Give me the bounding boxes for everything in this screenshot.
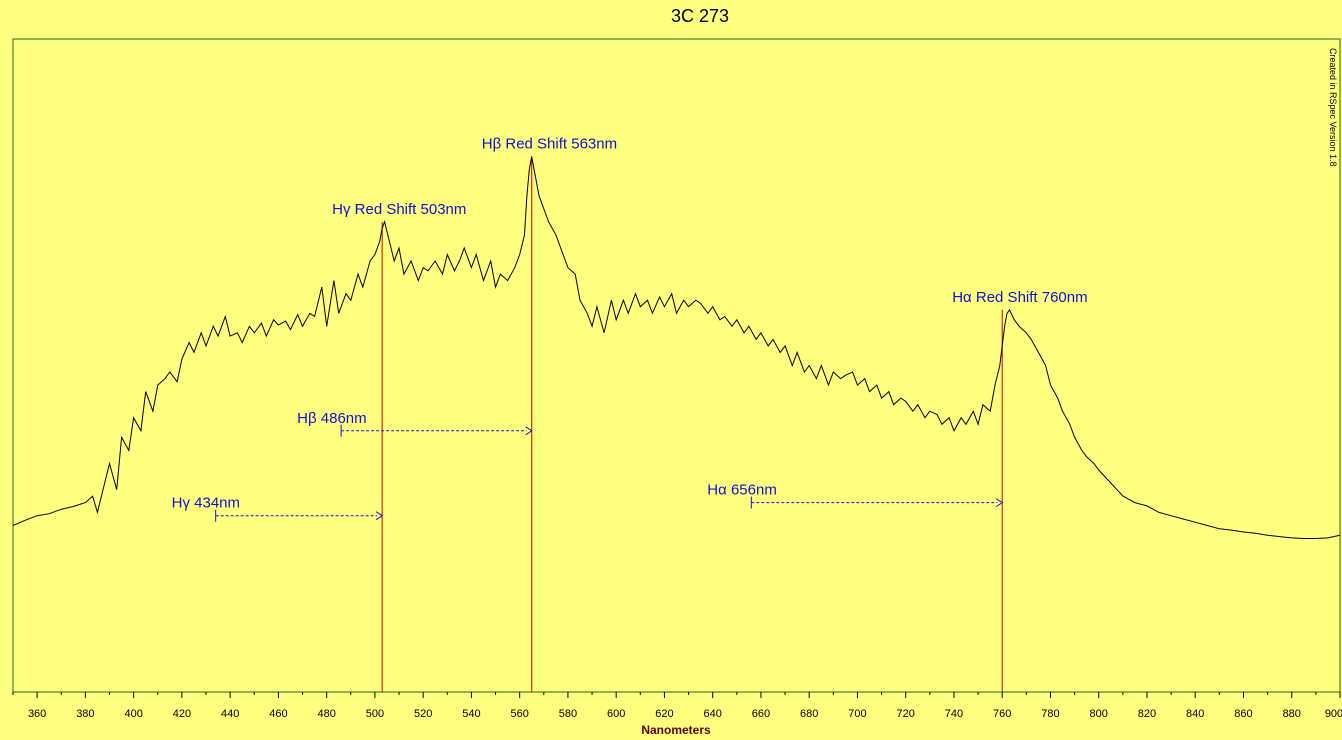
x-tick-label: 540 xyxy=(462,708,480,720)
x-tick-label: 660 xyxy=(752,708,770,720)
x-tick-label: 840 xyxy=(1186,708,1204,720)
rest-wavelength-label: Hα 656nm xyxy=(707,482,777,499)
x-tick-label: 860 xyxy=(1234,708,1252,720)
x-tick-label: 580 xyxy=(559,708,577,720)
x-tick-label: 600 xyxy=(607,708,625,720)
chart-title: 3C 273 xyxy=(671,6,729,26)
x-tick-label: 460 xyxy=(269,708,287,720)
x-tick-label: 560 xyxy=(510,708,528,720)
redshift-label: Hγ Red Shift 503nm xyxy=(332,201,466,218)
x-tick-label: 680 xyxy=(800,708,818,720)
x-tick-label: 440 xyxy=(221,708,239,720)
x-axis-label: Nanometers xyxy=(641,723,711,737)
redshift-label: Hα Red Shift 760nm xyxy=(952,289,1087,306)
x-tick-label: 520 xyxy=(414,708,432,720)
rest-wavelength-label: Hβ 486nm xyxy=(297,410,367,427)
x-tick-label: 780 xyxy=(1041,708,1059,720)
shift-arrow-head xyxy=(375,511,384,521)
shift-arrow-head xyxy=(995,498,1004,508)
x-tick-label: 800 xyxy=(1090,708,1108,720)
x-tick-label: 900 xyxy=(1325,708,1342,720)
spectrum-line xyxy=(12,156,1341,539)
x-tick-label: 740 xyxy=(945,708,963,720)
x-tick-label: 700 xyxy=(848,708,866,720)
x-tick-label: 820 xyxy=(1138,708,1156,720)
x-tick-label: 420 xyxy=(173,708,191,720)
software-credit: Created in RSpec Version 1.8 xyxy=(1328,48,1338,167)
x-tick-label: 720 xyxy=(897,708,915,720)
x-tick-label: 400 xyxy=(124,708,142,720)
x-tick-label: 640 xyxy=(704,708,722,720)
rest-wavelength-label: Hγ 434nm xyxy=(172,495,240,512)
x-tick-label: 500 xyxy=(366,708,384,720)
x-tick-label: 620 xyxy=(655,708,673,720)
x-tick-label: 480 xyxy=(317,708,335,720)
plot-frame xyxy=(12,38,1341,693)
x-tick-label: 880 xyxy=(1283,708,1301,720)
x-tick-label: 360 xyxy=(28,708,46,720)
x-tick-label: 760 xyxy=(993,708,1011,720)
redshift-label: Hβ Red Shift 563nm xyxy=(482,136,617,153)
shift-arrow-head xyxy=(525,426,533,436)
x-tick-label: 380 xyxy=(76,708,94,720)
